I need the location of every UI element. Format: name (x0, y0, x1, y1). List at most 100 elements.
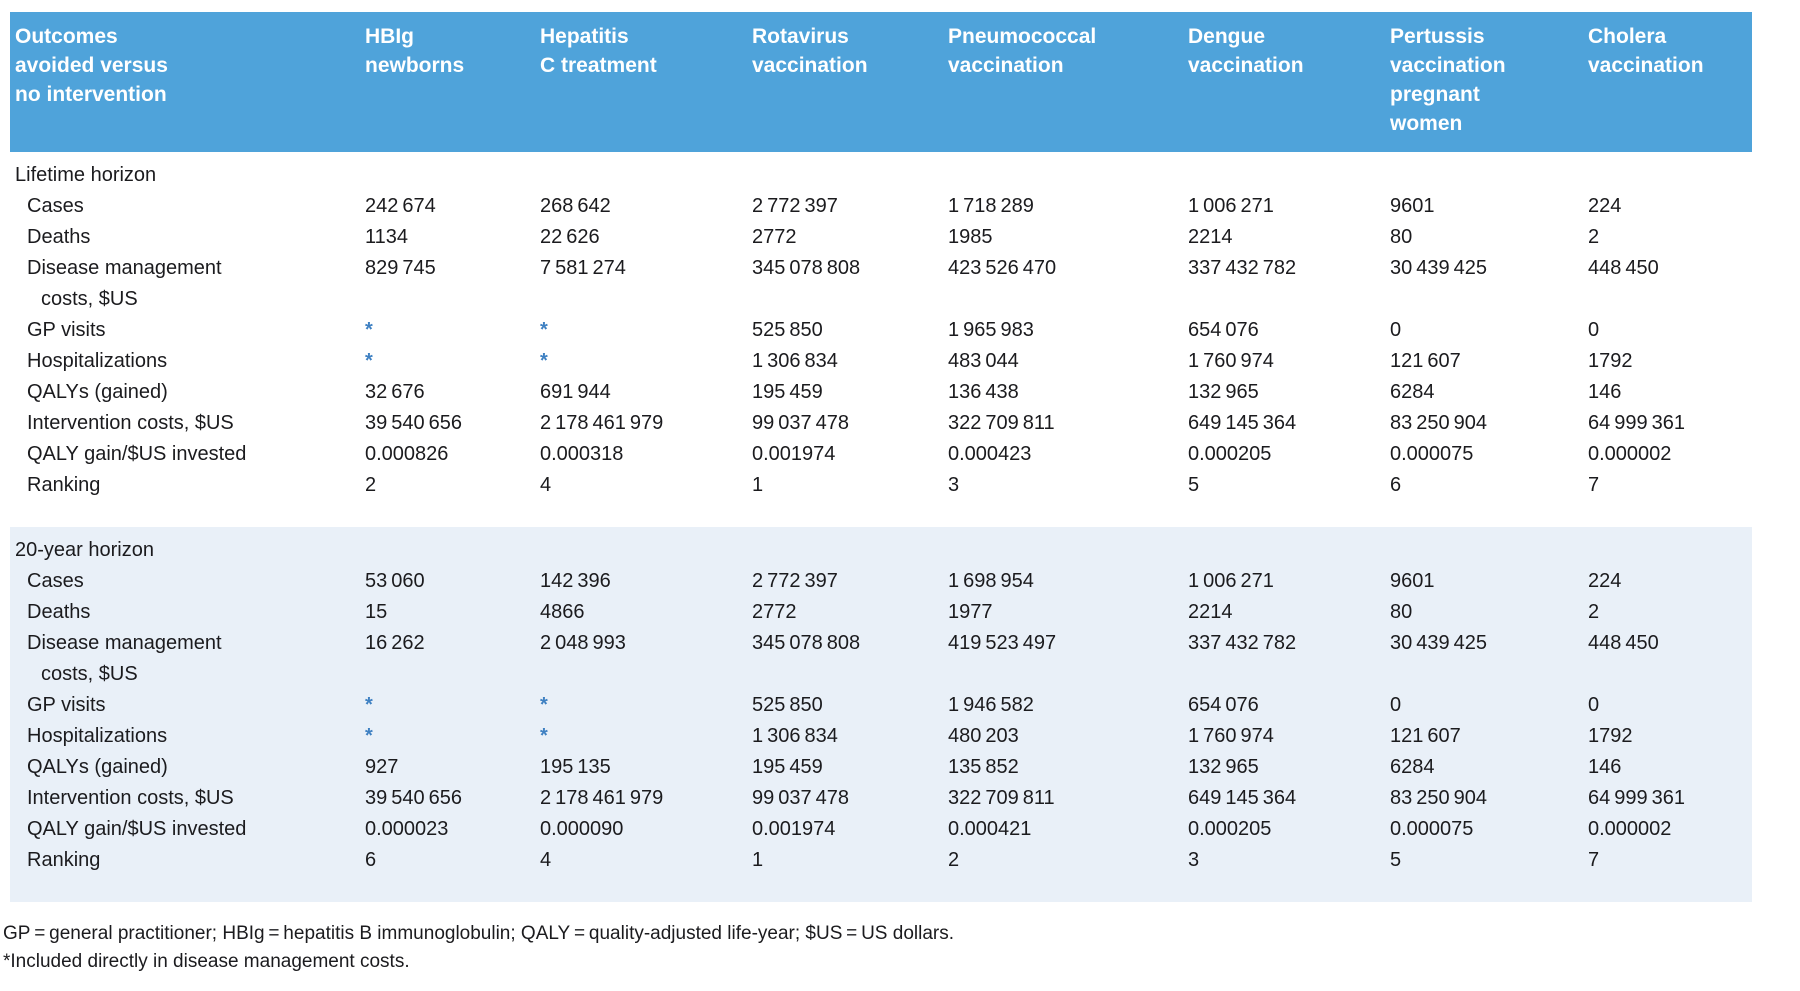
cell-lifetime-qalys-gained-rotavirus-vaccination: 195 459 (752, 381, 823, 403)
row-label-qalys-gained: QALYs (gained) (27, 756, 168, 778)
footnote-abbreviations: GP = general practitioner; HBIg = hepati… (3, 923, 955, 944)
row-label-intervention-costs: Intervention costs, $US (27, 412, 234, 434)
cell-lifetime-intervention-costs-pertussis-vaccination-pregnant-women: 83 250 904 (1390, 412, 1487, 434)
cell-20-year-cases-dengue-vaccination: 1 006 271 (1188, 570, 1274, 592)
cell-lifetime-disease-management-costs-hepatitis-c-treatment: 7 581 274 (540, 257, 626, 279)
cell-lifetime-ranking-hepatitis-c-treatment: 4 (540, 474, 552, 496)
cell-lifetime-hospitalizations-cholera-vaccination: 1792 (1588, 350, 1633, 372)
cell-20-year-cases-hbig-newborns: 53 060 (365, 570, 425, 592)
cell-lifetime-hospitalizations-pertussis-vaccination-pregnant-women: 121 607 (1390, 350, 1461, 372)
cell-20-year-intervention-costs-rotavirus-vaccination: 99 037 478 (752, 787, 849, 809)
cell-lifetime-qaly-gain-per-usd-rotavirus-vaccination: 0.001974 (752, 443, 836, 465)
row-label-ranking: Ranking (27, 474, 101, 496)
column-header-cholera-vaccination: Cholera vaccination (1588, 25, 1704, 77)
cell-20-year-qaly-gain-per-usd-hbig-newborns: 0.000023 (365, 818, 449, 840)
cell-lifetime-deaths-hepatitis-c-treatment: 22 626 (540, 226, 600, 248)
cell-lifetime-qaly-gain-per-usd-pertussis-vaccination-pregnant-women: 0.000075 (1390, 443, 1474, 465)
cell-lifetime-hospitalizations-dengue-vaccination: 1 760 974 (1188, 350, 1274, 372)
cell-20-year-gp-visits-hbig-newborns: * (365, 694, 373, 716)
row-label-deaths: Deaths (27, 226, 91, 248)
cell-lifetime-ranking-hbig-newborns: 2 (365, 474, 377, 496)
cell-lifetime-deaths-cholera-vaccination: 2 (1588, 226, 1600, 248)
cell-20-year-qaly-gain-per-usd-cholera-vaccination: 0.000002 (1588, 818, 1672, 840)
cell-20-year-cases-hepatitis-c-treatment: 142 396 (540, 570, 611, 592)
outcomes-table: Outcomes avoided versus no intervention H… (10, 12, 1752, 902)
cell-20-year-gp-visits-dengue-vaccination: 654 076 (1188, 694, 1259, 716)
cell-lifetime-qaly-gain-per-usd-cholera-vaccination: 0.000002 (1588, 443, 1672, 465)
cell-lifetime-ranking-dengue-vaccination: 5 (1188, 474, 1200, 496)
cell-20-year-hospitalizations-dengue-vaccination: 1 760 974 (1188, 725, 1274, 747)
cell-lifetime-hospitalizations-pneumococcal-vaccination: 483 044 (948, 350, 1019, 372)
cell-lifetime-deaths-dengue-vaccination: 2214 (1188, 226, 1233, 248)
cell-lifetime-cases-hepatitis-c-treatment: 268 642 (540, 195, 611, 217)
cell-lifetime-qalys-gained-pertussis-vaccination-pregnant-women: 6284 (1390, 381, 1435, 403)
cell-20-year-disease-management-costs-hepatitis-c-treatment: 2 048 993 (540, 632, 626, 654)
cell-20-year-hospitalizations-rotavirus-vaccination: 1 306 834 (752, 725, 838, 747)
row-label-hospitalizations: Hospitalizations (27, 350, 168, 372)
cell-20-year-cases-pneumococcal-vaccination: 1 698 954 (948, 570, 1034, 592)
row-label-cases: Cases (27, 195, 84, 217)
row-label-disease-management-costs: Disease management costs, $US (27, 632, 222, 685)
cell-20-year-deaths-rotavirus-vaccination: 2772 (752, 601, 797, 623)
column-header-pneumococcal-vaccination: Pneumococcal vaccination (948, 25, 1097, 77)
cell-20-year-ranking-pneumococcal-vaccination: 2 (948, 849, 960, 871)
section-title-lifetime: Lifetime horizon (15, 164, 157, 186)
cell-20-year-qaly-gain-per-usd-rotavirus-vaccination: 0.001974 (752, 818, 836, 840)
cell-lifetime-disease-management-costs-hbig-newborns: 829 745 (365, 257, 436, 279)
cell-lifetime-cases-pertussis-vaccination-pregnant-women: 9601 (1390, 195, 1435, 217)
cell-20-year-disease-management-costs-pertussis-vaccination-pregnant-women: 30 439 425 (1390, 632, 1487, 654)
cell-lifetime-deaths-pneumococcal-vaccination: 1985 (948, 226, 993, 248)
cell-20-year-hospitalizations-hepatitis-c-treatment: * (540, 725, 548, 747)
cell-20-year-intervention-costs-cholera-vaccination: 64 999 361 (1588, 787, 1685, 809)
cell-20-year-qaly-gain-per-usd-pertussis-vaccination-pregnant-women: 0.000075 (1390, 818, 1474, 840)
cell-20-year-hospitalizations-hbig-newborns: * (365, 725, 373, 747)
cell-20-year-qaly-gain-per-usd-dengue-vaccination: 0.000205 (1188, 818, 1272, 840)
cell-20-year-cases-rotavirus-vaccination: 2 772 397 (752, 570, 838, 592)
cell-lifetime-gp-visits-hepatitis-c-treatment: * (540, 319, 548, 341)
cell-20-year-intervention-costs-pneumococcal-vaccination: 322 709 811 (948, 787, 1055, 809)
cell-20-year-qaly-gain-per-usd-hepatitis-c-treatment: 0.000090 (540, 818, 624, 840)
cell-lifetime-gp-visits-cholera-vaccination: 0 (1588, 319, 1600, 341)
cell-lifetime-deaths-pertussis-vaccination-pregnant-women: 80 (1390, 226, 1413, 248)
cell-20-year-qalys-gained-pneumococcal-vaccination: 135 852 (948, 756, 1019, 778)
cell-20-year-gp-visits-pneumococcal-vaccination: 1 946 582 (948, 694, 1034, 716)
cell-20-year-hospitalizations-cholera-vaccination: 1792 (1588, 725, 1633, 747)
cell-lifetime-cases-dengue-vaccination: 1 006 271 (1188, 195, 1274, 217)
row-label-disease-management-costs: Disease management costs, $US (27, 257, 222, 310)
cell-20-year-qalys-gained-cholera-vaccination: 146 (1588, 756, 1622, 778)
cell-lifetime-qaly-gain-per-usd-pneumococcal-vaccination: 0.000423 (948, 443, 1032, 465)
row-label-gp-visits: GP visits (27, 694, 106, 716)
cell-20-year-qalys-gained-dengue-vaccination: 132 965 (1188, 756, 1259, 778)
cell-lifetime-gp-visits-rotavirus-vaccination: 525 850 (752, 319, 823, 341)
cell-20-year-hospitalizations-pertussis-vaccination-pregnant-women: 121 607 (1390, 725, 1461, 747)
cell-lifetime-qalys-gained-cholera-vaccination: 146 (1588, 381, 1622, 403)
cell-lifetime-disease-management-costs-dengue-vaccination: 337 432 782 (1188, 257, 1297, 279)
row-label-gp-visits: GP visits (27, 319, 106, 341)
cell-20-year-ranking-hepatitis-c-treatment: 4 (540, 849, 552, 871)
row-label-qaly-gain-per-usd: QALY gain/$US invested (27, 818, 247, 840)
cell-lifetime-intervention-costs-rotavirus-vaccination: 99 037 478 (752, 412, 849, 434)
section-20-year-horizon: 20-year horizon Cases 53 060 142 396 2 772 3… (10, 527, 1752, 902)
cell-lifetime-ranking-pneumococcal-vaccination: 3 (948, 474, 960, 496)
column-header-hepatitis-c-treatment: Hepatitis C treatment (540, 25, 657, 77)
cell-20-year-cases-cholera-vaccination: 224 (1588, 570, 1622, 592)
cell-20-year-gp-visits-hepatitis-c-treatment: * (540, 694, 548, 716)
cell-20-year-intervention-costs-hbig-newborns: 39 540 656 (365, 787, 462, 809)
cell-20-year-deaths-pneumococcal-vaccination: 1977 (948, 601, 993, 623)
cell-lifetime-cases-rotavirus-vaccination: 2 772 397 (752, 195, 838, 217)
cell-lifetime-deaths-hbig-newborns: 1134 (365, 226, 409, 248)
column-header-hbig-newborns: HBIg newborns (365, 25, 465, 77)
cell-lifetime-gp-visits-hbig-newborns: * (365, 319, 373, 341)
cell-lifetime-gp-visits-dengue-vaccination: 654 076 (1188, 319, 1259, 341)
cell-lifetime-intervention-costs-dengue-vaccination: 649 145 364 (1188, 412, 1297, 434)
cell-lifetime-cases-hbig-newborns: 242 674 (365, 195, 436, 217)
cell-20-year-ranking-hbig-newborns: 6 (365, 849, 377, 871)
cell-lifetime-intervention-costs-hepatitis-c-treatment: 2 178 461 979 (540, 412, 664, 434)
cell-20-year-disease-management-costs-cholera-vaccination: 448 450 (1588, 632, 1659, 654)
cell-20-year-ranking-cholera-vaccination: 7 (1588, 849, 1600, 871)
cell-20-year-gp-visits-rotavirus-vaccination: 525 850 (752, 694, 823, 716)
cell-lifetime-disease-management-costs-pertussis-vaccination-pregnant-women: 30 439 425 (1390, 257, 1487, 279)
cell-20-year-ranking-dengue-vaccination: 3 (1188, 849, 1200, 871)
cell-lifetime-disease-management-costs-rotavirus-vaccination: 345 078 808 (752, 257, 861, 279)
